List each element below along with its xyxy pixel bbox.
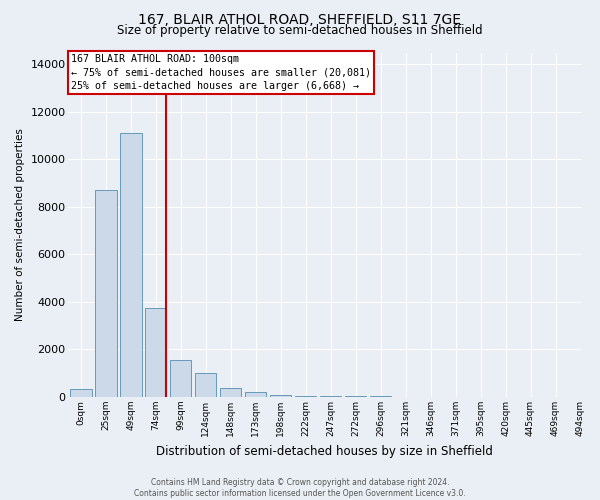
Text: Size of property relative to semi-detached houses in Sheffield: Size of property relative to semi-detach…: [117, 24, 483, 37]
Bar: [270, 394, 292, 397]
Bar: [295, 396, 316, 397]
Bar: [345, 396, 367, 397]
Bar: [120, 134, 142, 397]
Text: 167, BLAIR ATHOL ROAD, SHEFFIELD, S11 7GE: 167, BLAIR ATHOL ROAD, SHEFFIELD, S11 7G…: [139, 12, 461, 26]
Bar: [170, 360, 191, 397]
Bar: [220, 388, 241, 397]
Bar: [320, 396, 341, 397]
Bar: [370, 396, 391, 397]
Y-axis label: Number of semi-detached properties: Number of semi-detached properties: [15, 128, 25, 321]
Bar: [95, 190, 116, 397]
X-axis label: Distribution of semi-detached houses by size in Sheffield: Distribution of semi-detached houses by …: [156, 444, 493, 458]
Text: Contains HM Land Registry data © Crown copyright and database right 2024.
Contai: Contains HM Land Registry data © Crown c…: [134, 478, 466, 498]
Bar: [70, 388, 92, 397]
Bar: [195, 374, 217, 397]
Bar: [145, 308, 166, 397]
Bar: [245, 392, 266, 397]
Text: 167 BLAIR ATHOL ROAD: 100sqm
← 75% of semi-detached houses are smaller (20,081)
: 167 BLAIR ATHOL ROAD: 100sqm ← 75% of se…: [71, 54, 371, 90]
